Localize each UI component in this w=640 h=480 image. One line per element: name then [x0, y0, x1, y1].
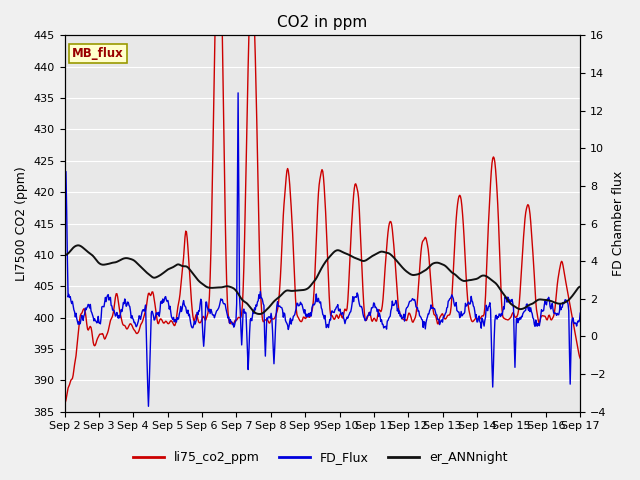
Text: MB_flux: MB_flux — [72, 47, 124, 60]
Title: CO2 in ppm: CO2 in ppm — [277, 15, 367, 30]
Legend: li75_co2_ppm, FD_Flux, er_ANNnight: li75_co2_ppm, FD_Flux, er_ANNnight — [128, 446, 512, 469]
Y-axis label: LI7500 CO2 (ppm): LI7500 CO2 (ppm) — [15, 166, 28, 281]
Y-axis label: FD Chamber flux: FD Chamber flux — [612, 171, 625, 276]
